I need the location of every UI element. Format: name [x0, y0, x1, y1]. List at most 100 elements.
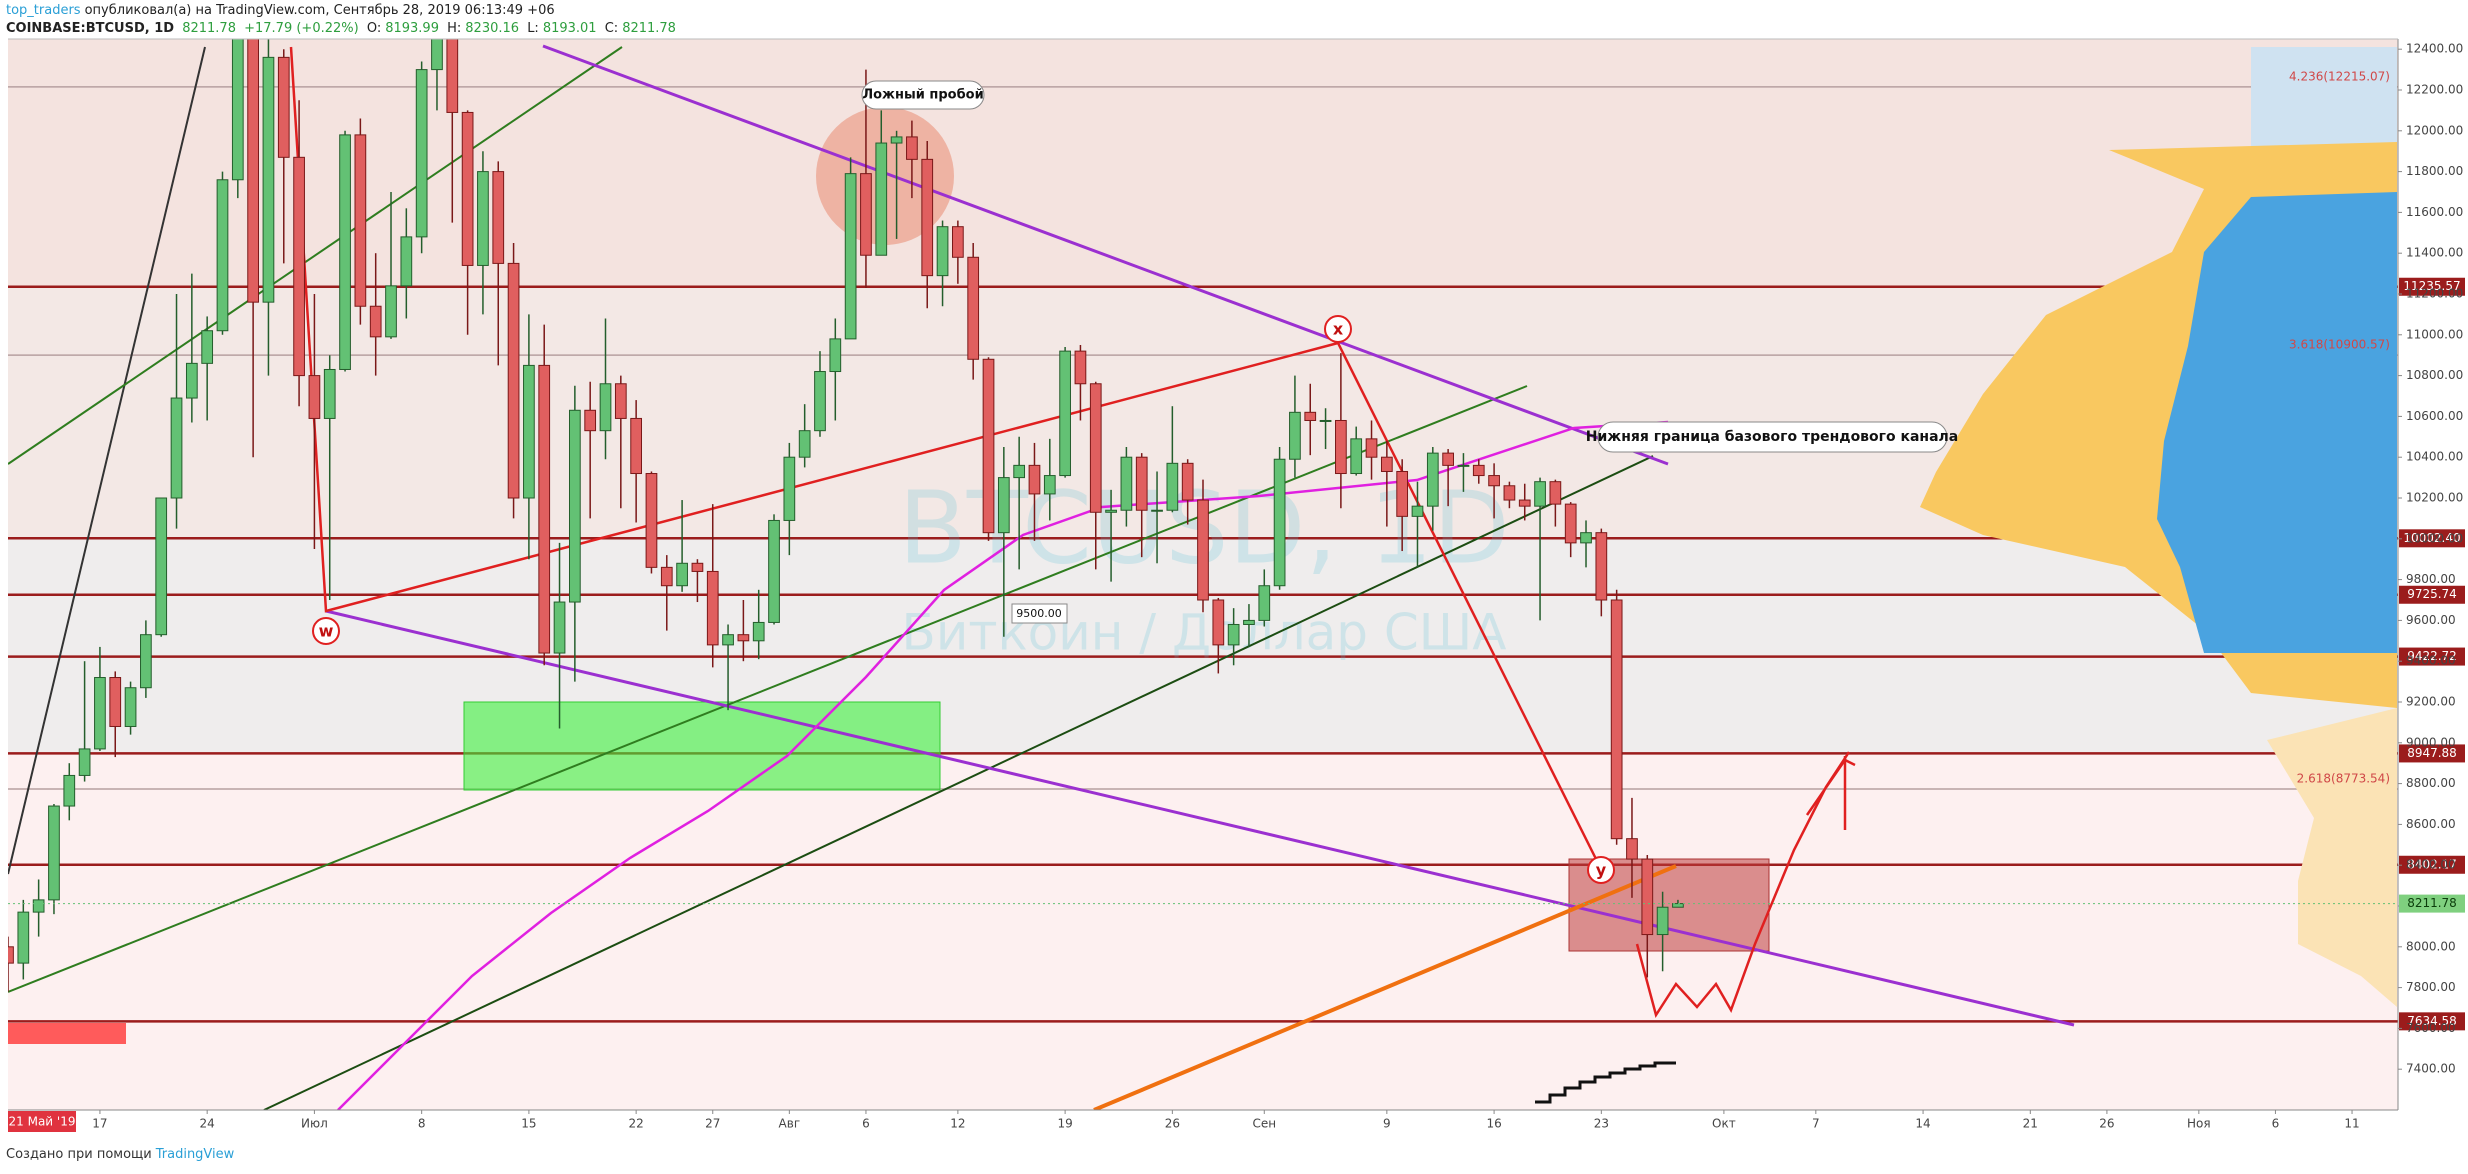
y-tick-label: 11600.00 — [2406, 205, 2463, 219]
y-tick-label: 9600.00 — [2406, 613, 2456, 627]
candle-body — [1089, 383, 1102, 513]
ohlc-key: O: — [366, 21, 382, 36]
candle-body — [1534, 481, 1546, 507]
candle-body — [1595, 532, 1608, 601]
candle-body — [538, 364, 551, 654]
trend-line — [542, 44, 1669, 466]
ohlc-key: L: — [527, 21, 539, 36]
wave-label: w — [319, 622, 334, 641]
ohlc-value: 8211.78 — [622, 21, 676, 36]
candle-body — [645, 473, 658, 568]
candle-body — [997, 477, 1010, 534]
candle-body — [982, 358, 995, 534]
candle-body — [446, 39, 459, 113]
candle-body — [875, 142, 888, 256]
candle-body — [523, 364, 535, 499]
x-tick-label: 17 — [92, 1117, 107, 1131]
candle-body — [1059, 350, 1071, 477]
candle-body — [906, 136, 918, 160]
candle-body — [78, 748, 91, 776]
candle-body — [691, 562, 704, 572]
y-tick-label: 8000.00 — [2406, 939, 2456, 953]
candle-body — [1181, 462, 1194, 501]
level-tag-text: 8402.17 — [2407, 857, 2457, 871]
y-tick-label: 11800.00 — [2406, 164, 2463, 178]
y-tick-label: 12000.00 — [2406, 123, 2463, 137]
y-tick-label: 12400.00 — [2406, 42, 2463, 56]
candle-body — [921, 158, 934, 277]
candle-body — [1043, 475, 1056, 495]
level-tag — [2399, 585, 2465, 604]
candle-body — [94, 677, 106, 750]
trend-line — [263, 455, 1654, 1110]
level-tag — [2399, 744, 2465, 763]
candle-body — [124, 687, 137, 727]
candle-body — [385, 285, 397, 338]
candle-body — [140, 634, 152, 689]
level-tag-text: 9422.72 — [2407, 649, 2457, 663]
candle-body — [768, 519, 780, 623]
level-tag-text: 10002.40 — [2403, 531, 2460, 545]
x-tick-label: 22 — [629, 1117, 644, 1131]
candle-body — [1258, 585, 1271, 621]
ohlc-key: H: — [447, 21, 462, 36]
x-tick-label: 12 — [950, 1117, 965, 1131]
y-tick-label: 7800.00 — [2406, 980, 2456, 994]
y-tick-label: 8600.00 — [2406, 817, 2456, 831]
candle-body — [1151, 509, 1163, 512]
current-price-tag — [2399, 894, 2465, 913]
author[interactable]: top_traders — [6, 3, 81, 18]
candle-body — [1365, 438, 1378, 458]
annotations: Ложный пробой Нижняя граница базового тр… — [8, 69, 2398, 905]
candle-body — [1135, 456, 1148, 511]
candle-body — [492, 171, 505, 264]
level-tag — [2399, 277, 2465, 296]
wave-marker — [1587, 856, 1615, 884]
x-tick-label: 8 — [418, 1117, 426, 1131]
candle-body — [829, 338, 842, 373]
candle-body — [507, 262, 520, 499]
level-tag-text: 9725.74 — [2407, 587, 2457, 601]
candle-body — [293, 156, 305, 377]
candle-body — [109, 677, 122, 727]
footer: Создано при помощи TradingView — [6, 1147, 238, 1162]
candle-body — [553, 601, 566, 654]
level-tag — [2399, 529, 2465, 548]
candle-body — [308, 375, 321, 419]
wave-label: x — [1333, 320, 1344, 339]
candle-body — [1227, 623, 1240, 646]
footer-brand[interactable]: TradingView — [155, 1147, 235, 1162]
wave-label: y — [1596, 861, 1607, 880]
candle-body — [967, 256, 980, 360]
x-tick-label: 27 — [705, 1117, 720, 1131]
price-tag-text: 9500.00 — [1016, 607, 1062, 620]
step-line — [1535, 1061, 1676, 1104]
trend-line — [8, 46, 206, 875]
x-tick-label: 26 — [2099, 1117, 2114, 1131]
candle-body — [32, 899, 45, 913]
candle-body — [354, 134, 367, 307]
candle-body — [155, 497, 168, 636]
candle-body — [584, 409, 597, 432]
y-tick-label: 10000.00 — [2406, 531, 2463, 545]
y-tick-label: 8800.00 — [2406, 776, 2456, 790]
candle-body — [400, 236, 413, 287]
candle-body — [599, 383, 612, 432]
x-tick-label: Авг — [779, 1117, 801, 1131]
candle-body — [814, 371, 826, 432]
x-tick-label: 9 — [1383, 1117, 1391, 1131]
y-tick-label: 11000.00 — [2406, 327, 2463, 341]
x-tick-label: 7 — [1812, 1117, 1820, 1131]
candle-body — [1626, 838, 1638, 860]
volume-profile — [2267, 708, 2397, 1007]
y-tick-label: 10200.00 — [2406, 491, 2463, 505]
candle-body — [1120, 456, 1133, 511]
y-tick-label: 9200.00 — [2406, 695, 2456, 709]
candle-body — [1442, 452, 1454, 466]
candle-body — [860, 173, 872, 256]
trend-line — [8, 46, 623, 465]
moving-average — [337, 420, 1669, 1110]
x-tick-label: 24 — [200, 1117, 215, 1131]
level-tag-text: 7634.58 — [2407, 1014, 2457, 1028]
